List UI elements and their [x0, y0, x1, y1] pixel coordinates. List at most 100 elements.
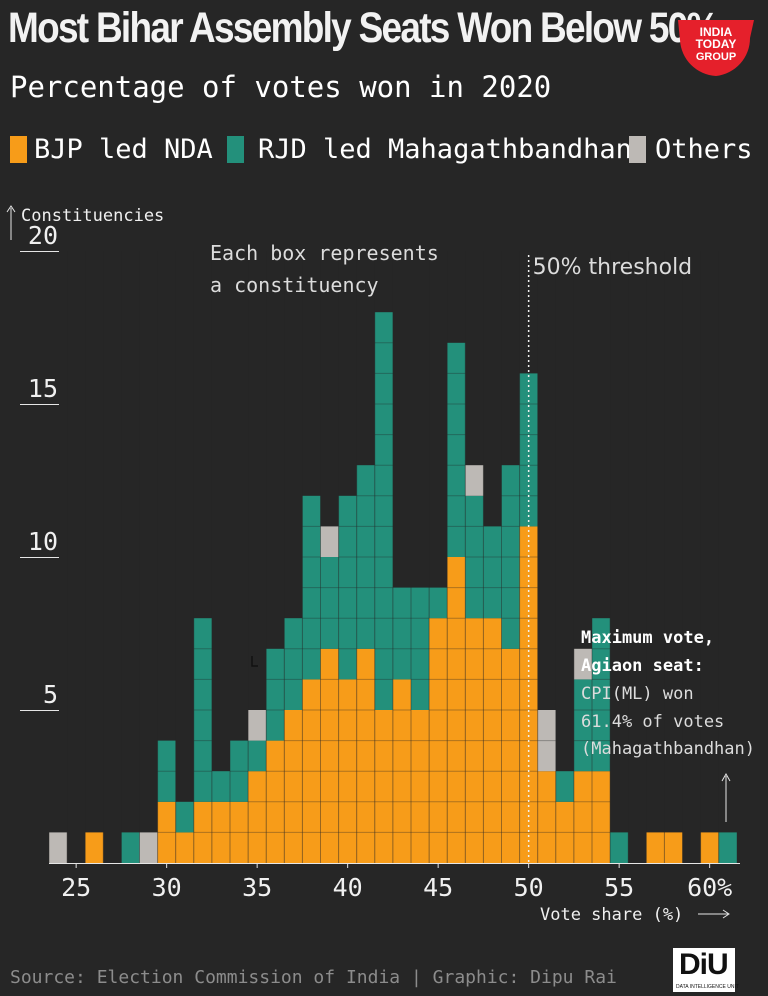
bar-nda-26 — [85, 832, 104, 863]
x-tick-label-40: 40 — [333, 873, 363, 902]
bar-nda-57 — [646, 832, 665, 863]
bar-mgb-41 — [356, 465, 375, 649]
bar-others-29 — [139, 832, 158, 863]
x-axis-label: Vote share (%) — [540, 905, 683, 925]
bar-mgb-34 — [230, 740, 249, 802]
x-axis-arrowhead — [722, 909, 730, 919]
bar-mgb-43 — [392, 587, 411, 680]
bar-others-47 — [465, 465, 484, 496]
india-today-logo: INDIA TODAY GROUP — [678, 20, 754, 76]
bar-others-39 — [320, 526, 339, 557]
bar-mgb-31 — [175, 801, 194, 833]
bar-nda-44 — [411, 710, 430, 863]
x-tick-label-50: 50 — [514, 873, 544, 902]
bar-others-35 — [248, 710, 267, 741]
bar-nda-58 — [664, 832, 683, 863]
source-footer: Source: Election Commission of India | G… — [10, 967, 617, 988]
bar-nda-45 — [429, 618, 448, 863]
diu-logo-subtext: DATA INTELLIGENCE UNIT — [676, 984, 739, 990]
bar-mgb-48 — [483, 526, 502, 619]
annotation-group: 50% threshold Each box represents a consti… — [210, 241, 755, 863]
bar-nda-39 — [320, 648, 339, 863]
bar-nda-33 — [211, 801, 230, 863]
y-tick-label-10: 10 — [28, 527, 58, 556]
max-note-line-2: Agiaon seat: — [581, 656, 704, 676]
bar-nda-41 — [356, 648, 375, 863]
max-note-arrowhead — [721, 772, 731, 782]
y-tick-label-20: 20 — [28, 221, 58, 250]
bar-mgb-52 — [555, 771, 574, 802]
bar-nda-46 — [447, 557, 466, 863]
bar-nda-38 — [302, 679, 321, 863]
box-note-line-1: Each box represents — [210, 241, 439, 265]
legend-swatch-nda — [10, 136, 27, 163]
bar-others-51 — [537, 710, 556, 772]
legend-swatch-mgb — [227, 136, 244, 163]
bar-nda-49 — [501, 648, 520, 863]
bar-mgb-37 — [284, 618, 303, 710]
bar-mgb-50 — [519, 373, 538, 527]
y-axis-arrowhead — [6, 205, 16, 213]
x-tick-label-35: 35 — [242, 873, 272, 902]
bar-mgb-44 — [411, 587, 430, 710]
bar-nda-36 — [266, 740, 285, 863]
diu-logo-text: DiU — [679, 948, 729, 981]
bar-mgb-38 — [302, 495, 321, 680]
bar-nda-34 — [230, 801, 249, 863]
bar-nda-42 — [374, 710, 393, 863]
chart-subtitle: Percentage of votes won in 2020 — [10, 70, 552, 104]
bar-nda-53 — [573, 771, 592, 863]
logo-text-1: INDIA — [700, 25, 733, 39]
bar-nda-50 — [519, 526, 538, 863]
box-note-pointer — [251, 656, 258, 667]
diu-logo: DiU DATA INTELLIGENCE UNIT — [673, 948, 739, 992]
threshold-label: 50% threshold — [533, 255, 693, 280]
x-tick-label-30: 30 — [152, 873, 182, 902]
bar-mgb-30 — [157, 740, 176, 802]
max-note-line-5: (Mahagathbandhan) — [581, 739, 755, 759]
bar-mgb-54 — [592, 618, 611, 772]
bar-nda-60 — [700, 832, 719, 863]
logo-text-3: GROUP — [696, 51, 736, 63]
legend-swatch-others — [629, 136, 646, 163]
bar-nda-51 — [537, 771, 556, 863]
box-note-line-2: a constituency — [210, 273, 379, 297]
legend-label-others: Others — [655, 134, 753, 165]
bar-nda-54 — [592, 771, 611, 863]
y-axis-label: Constituencies — [21, 206, 164, 226]
y-tick-label-15: 15 — [28, 374, 58, 403]
bar-mgb-45 — [429, 587, 448, 619]
bar-mgb-32 — [193, 618, 212, 802]
bar-mgb-28 — [121, 832, 140, 863]
logo-text-2: TODAY — [696, 37, 737, 51]
legend-label-mgb: RJD led Mahagathbandhan — [258, 134, 632, 165]
bar-mgb-42 — [374, 312, 393, 710]
bar-mgb-36 — [266, 648, 285, 741]
bar-others-53 — [573, 648, 592, 680]
y-tick-label-5: 5 — [43, 680, 58, 709]
x-tick-label-45: 45 — [423, 873, 453, 902]
bar-nda-48 — [483, 618, 502, 863]
bar-mgb-40 — [338, 495, 357, 680]
bar-mgb-47 — [465, 495, 484, 619]
bar-mgb-53 — [573, 679, 592, 772]
bar-nda-30 — [157, 801, 176, 863]
max-note-line-3: CPI(ML) won — [581, 684, 694, 704]
max-note-line-1: Maximum vote, — [581, 628, 714, 648]
x-tick-label-55: 55 — [604, 873, 634, 902]
bar-mgb-61 — [718, 832, 737, 863]
bar-mgb-39 — [320, 557, 339, 649]
bar-mgb-55 — [610, 832, 629, 863]
bar-nda-31 — [175, 832, 194, 863]
bar-mgb-46 — [447, 342, 466, 557]
bar-nda-32 — [193, 801, 212, 863]
bar-nda-40 — [338, 679, 357, 863]
bar-mgb-33 — [211, 771, 230, 802]
x-tick-label-60: 60% — [687, 873, 732, 902]
x-tick-label-25: 25 — [61, 873, 91, 902]
bar-nda-43 — [392, 679, 411, 863]
bar-mgb-35 — [248, 740, 267, 772]
bar-mgb-49 — [501, 465, 520, 649]
